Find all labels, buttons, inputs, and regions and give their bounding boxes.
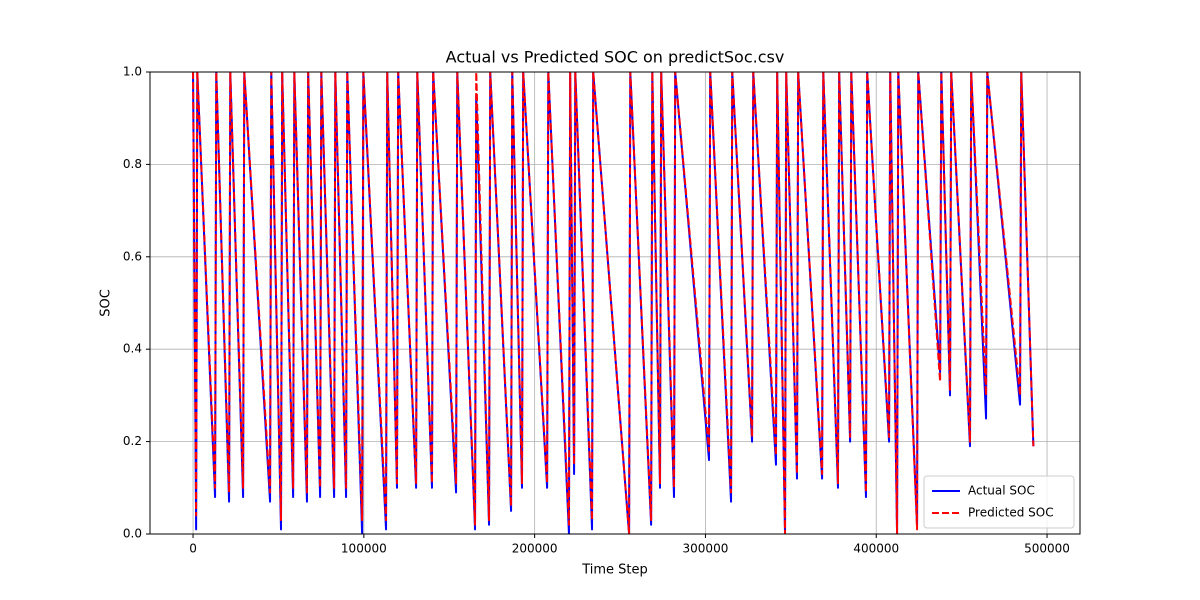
chart-title: Actual vs Predicted SOC on predictSoc.cs…	[446, 48, 785, 67]
legend-label: Predicted SOC	[968, 506, 1054, 520]
x-tick-label: 0	[189, 542, 197, 556]
y-tick-label: 0.2	[123, 434, 142, 448]
y-tick-label: 0.4	[123, 342, 142, 356]
legend-box	[923, 475, 1075, 529]
data-line	[192, 72, 1035, 534]
plot-frame	[149, 71, 1081, 535]
y-tick-label: 0.0	[123, 527, 142, 541]
x-tick-label: 100000	[341, 542, 387, 556]
y-tick-label: 0.6	[123, 249, 142, 263]
y-axis-label: SOC	[99, 289, 114, 317]
legend-label: Actual SOC	[968, 484, 1035, 498]
y-tick-label: 0.8	[123, 157, 142, 171]
x-tick-label: 200000	[512, 542, 558, 556]
x-tick-label: 300000	[683, 542, 729, 556]
y-tick-label: 1.0	[123, 65, 142, 79]
x-axis-label: Time Step	[581, 563, 648, 578]
x-tick-label: 500000	[1024, 542, 1070, 556]
x-tick-label: 400000	[853, 542, 899, 556]
